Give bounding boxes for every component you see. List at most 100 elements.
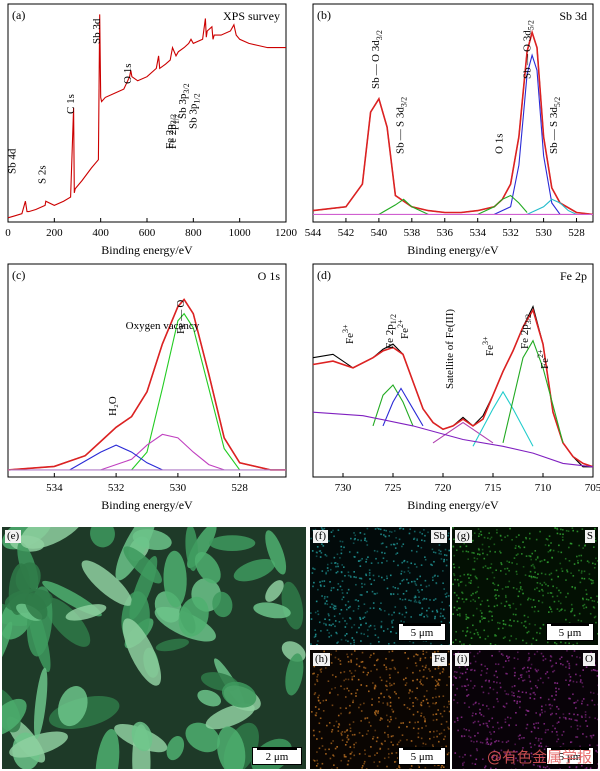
eds-signal-dot — [425, 664, 427, 667]
eds-signal-dot — [375, 710, 377, 712]
eds-signal-dot — [508, 656, 511, 658]
eds-signal-dot — [360, 710, 363, 712]
eds-signal-dot — [343, 754, 346, 756]
eds-signal-dot — [530, 564, 533, 567]
eds-signal-dot — [507, 659, 510, 662]
crystal-grain — [265, 580, 284, 602]
peak-annotation: S 2s — [37, 165, 49, 184]
eds-signal-dot — [571, 609, 573, 612]
eds-signal-dot — [544, 672, 547, 675]
eds-signal-dot — [442, 668, 445, 670]
eds-signal-dot — [592, 692, 595, 694]
panel-title: O 1s — [258, 269, 281, 283]
eds-signal-dot — [445, 720, 448, 723]
eds-signal-dot — [396, 743, 399, 746]
eds-signal-dot — [429, 737, 431, 740]
eds-signal-dot — [446, 592, 448, 594]
eds-signal-dot — [534, 684, 537, 687]
eds-signal-dot — [537, 722, 540, 724]
eds-signal-dot — [477, 586, 480, 589]
eds-signal-dot — [397, 671, 399, 674]
eds-signal-dot — [313, 672, 315, 675]
eds-signal-dot — [530, 746, 532, 749]
eds-signal-dot — [557, 708, 560, 710]
eds-signal-dot — [536, 555, 539, 558]
eds-signal-dot — [469, 680, 472, 682]
eds-signal-dot — [582, 598, 584, 601]
eds-signal-dot — [334, 747, 337, 750]
eds-signal-dot — [330, 624, 333, 627]
eds-signal-dot — [377, 636, 380, 639]
panel-label: (b) — [317, 8, 331, 22]
eds-signal-dot — [481, 543, 484, 546]
peak-annotation: Sb — O 3d3/2 — [370, 30, 384, 89]
eds-signal-dot — [423, 529, 425, 531]
eds-signal-dot — [504, 721, 507, 723]
eds-signal-dot — [314, 629, 316, 631]
eds-signal-dot — [396, 552, 399, 554]
eds-signal-dot — [591, 699, 593, 702]
eds-signal-dot — [509, 527, 511, 530]
eds-signal-dot — [596, 751, 598, 753]
eds-signal-dot — [445, 595, 448, 598]
eds-signal-dot — [582, 685, 584, 688]
eds-signal-dot — [413, 600, 416, 603]
eds-signal-dot — [312, 729, 315, 732]
eds-signal-dot — [427, 531, 429, 534]
eds-signal-dot — [505, 600, 508, 603]
eds-signal-dot — [394, 668, 397, 670]
eds-signal-dot — [535, 669, 538, 672]
eds-signal-dot — [579, 581, 582, 584]
eds-signal-dot — [496, 721, 499, 724]
eds-signal-dot — [497, 740, 500, 742]
eds-signal-dot — [393, 691, 396, 693]
eds-signal-dot — [335, 607, 337, 610]
panel-label: (c) — [12, 268, 25, 282]
eds-signal-dot — [435, 696, 437, 698]
eds-signal-dot — [365, 733, 368, 735]
eds-signal-dot — [555, 587, 558, 589]
eds-signal-dot — [496, 604, 499, 607]
eds-signal-dot — [568, 546, 570, 549]
eds-signal-dot — [349, 711, 351, 714]
eds-signal-dot — [365, 685, 368, 687]
eds-signal-dot — [383, 534, 385, 536]
eds-signal-dot — [505, 660, 507, 662]
eds-signal-dot — [565, 666, 567, 668]
eds-signal-dot — [389, 696, 392, 699]
eds-signal-dot — [459, 614, 461, 617]
eds-signal-dot — [402, 678, 405, 681]
eds-signal-dot — [435, 713, 438, 715]
eds-signal-dot — [532, 692, 535, 694]
eds-signal-dot — [435, 718, 438, 721]
eds-signal-dot — [582, 604, 584, 607]
eds-signal-dot — [583, 607, 585, 610]
eds-signal-dot — [328, 540, 330, 542]
eds-signal-dot — [397, 587, 399, 590]
eds-signal-dot — [364, 537, 366, 540]
eds-signal-dot — [539, 713, 541, 716]
eds-signal-dot — [380, 609, 382, 611]
eds-signal-dot — [389, 705, 392, 707]
eds-signal-dot — [448, 604, 450, 607]
eds-signal-dot — [408, 572, 411, 574]
eds-signal-dot — [442, 570, 444, 572]
eds-signal-dot — [529, 667, 532, 670]
eds-signal-dot — [540, 745, 543, 748]
x-tick-label: 600 — [139, 227, 156, 239]
eds-signal-dot — [596, 595, 598, 598]
crystal-grain — [265, 530, 287, 575]
eds-signal-dot — [525, 727, 528, 730]
eds-signal-dot — [310, 537, 312, 540]
eds-signal-dot — [314, 568, 316, 571]
eds-signal-dot — [486, 738, 489, 741]
eds-signal-dot — [352, 721, 355, 723]
eds-signal-dot — [564, 717, 567, 719]
eds-signal-dot — [361, 766, 363, 769]
eds-signal-dot — [535, 558, 537, 561]
eds-signal-dot — [418, 591, 420, 593]
x-tick-label: 400 — [92, 227, 109, 239]
eds-signal-dot — [487, 743, 490, 745]
eds-signal-dot — [499, 682, 501, 684]
eds-signal-dot — [536, 670, 538, 673]
